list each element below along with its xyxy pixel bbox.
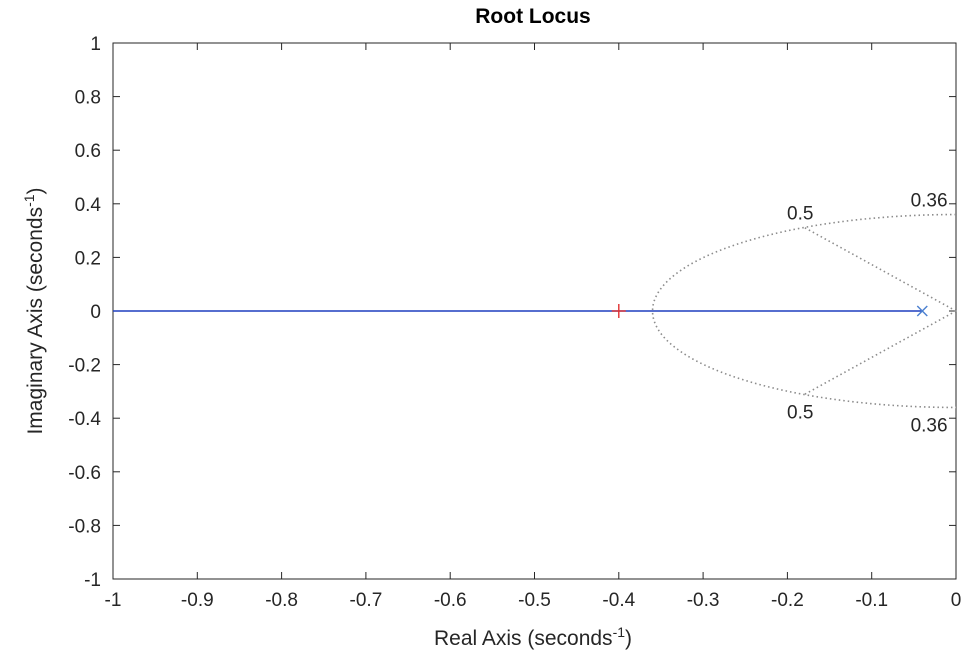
y-tick-label: 1 [90,34,101,55]
natural-frequency-circle [651,213,957,409]
x-axis-label-text: Real Axis (seconds [434,627,613,650]
x-tick-label: -0.7 [350,590,383,611]
y-tick-label: -0.8 [68,516,101,537]
y-axis-label: Imaginary Axis (seconds-1) [21,187,47,434]
damping-ratio-line [803,226,957,312]
y-axis-label-text: Imaginary Axis (seconds [24,207,47,435]
x-axis-label-close: ) [625,627,632,650]
y-tick-label: 0.6 [75,141,101,162]
x-tick-label: -0.9 [181,590,214,611]
x-tick-label: -1 [105,590,122,611]
y-tick-label: 0.8 [75,88,101,109]
x-axis-label-exponent: -1 [613,624,626,640]
chart-title: Root Locus [475,5,591,28]
y-axis-label-exponent: -1 [21,194,37,207]
x-tick-label: -0.6 [434,590,467,611]
y-tick-label: 0.2 [75,248,101,269]
y-tick-label: -1 [84,570,101,591]
x-tick-label: -0.3 [687,590,720,611]
locus-series [113,304,928,318]
y-axis: 1 0.8 0.6 0.4 0.2 0 -0.2 -0.4 -0.6 -0.8 -1 [68,34,956,591]
x-tick-label: 0 [951,590,962,611]
x-tick-label: -0.4 [602,590,635,611]
y-tick-label: -0.4 [68,409,101,430]
y-tick-label: 0 [90,302,101,323]
damping-ratio-label: 0.5 [787,403,813,424]
x-tick-label: -0.2 [771,590,804,611]
x-tick-label: -0.1 [855,590,888,611]
damping-ratio-label: 0.5 [787,203,813,224]
natural-frequency-label: 0.36 [911,191,948,212]
y-tick-label: 0.4 [75,195,102,216]
damping-ratio-line [803,310,957,396]
natural-frequency-label: 0.36 [911,415,948,436]
x-tick-label: -0.8 [265,590,298,611]
x-axis: -1 -0.9 -0.8 -0.7 -0.6 -0.5 -0.4 -0.3 -0.2 -0.1 0 [105,43,962,611]
x-tick-label: -0.5 [518,590,551,611]
y-tick-label: -0.6 [68,463,101,484]
y-tick-label: -0.2 [68,356,101,377]
y-axis-label-close: ) [24,187,47,194]
open-loop-pole-marker-stroke [916,305,928,317]
x-axis-label: Real Axis (seconds-1) [434,624,632,650]
sgrid-overlay: 0.5 0.5 0.36 0.36 [651,191,957,436]
